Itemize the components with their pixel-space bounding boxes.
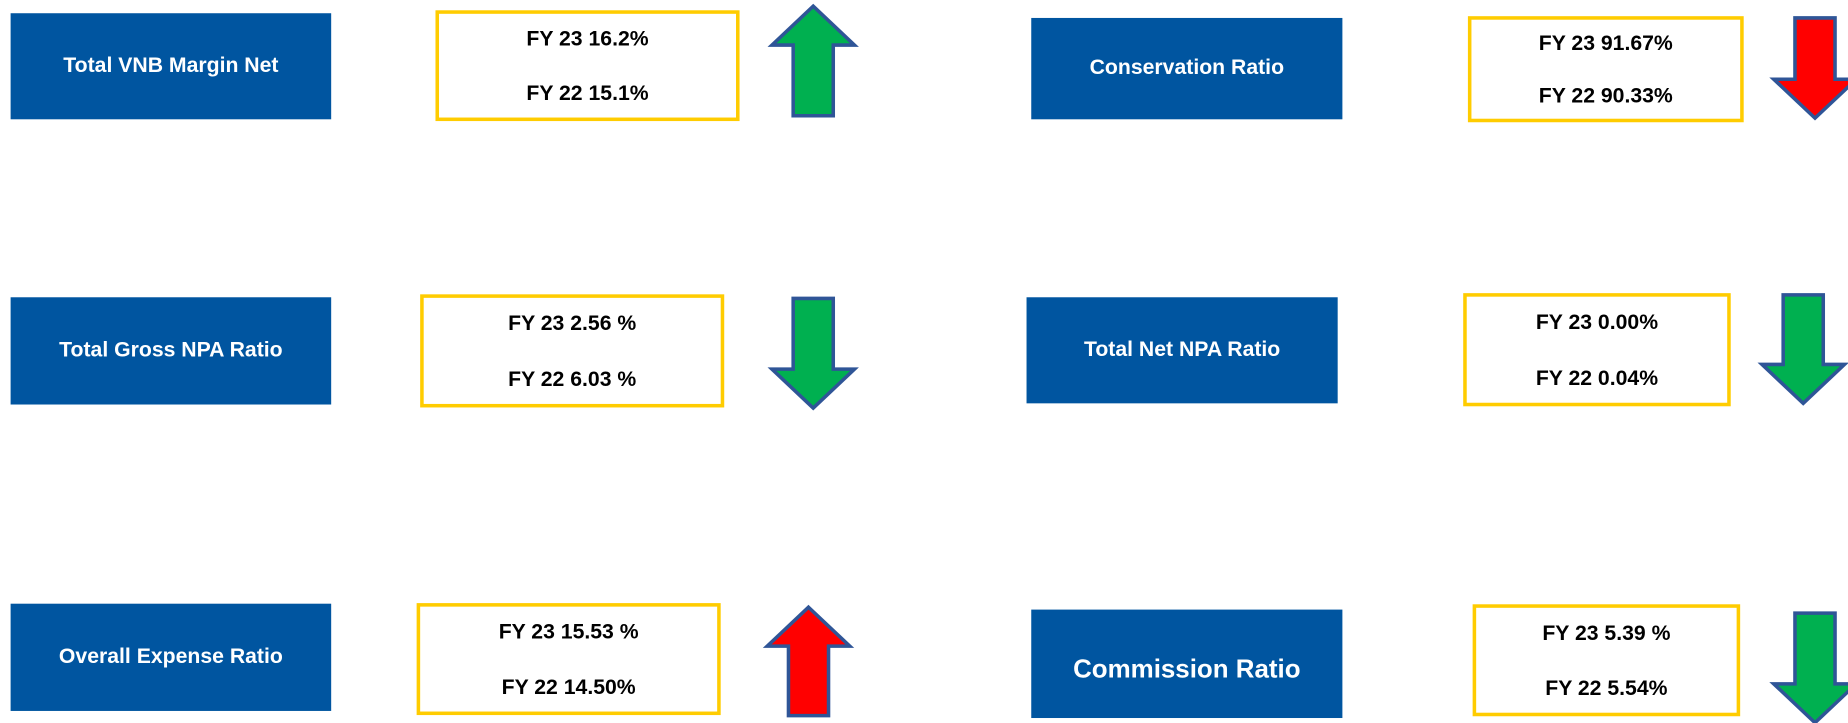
fy22-value: FY 22 15.1% bbox=[526, 82, 648, 105]
fy23-value: FY 23 2.56 % bbox=[508, 312, 636, 335]
fy22-value: FY 22 14.50% bbox=[502, 676, 636, 699]
value-box bbox=[420, 294, 725, 408]
kpi-tile: Conservation Ratio FY 23 91.67% FY 22 90.3… bbox=[1031, 16, 1848, 123]
value-box bbox=[1467, 16, 1744, 123]
trend-arrow-down bbox=[1757, 293, 1848, 406]
fy22-value: FY 22 90.33% bbox=[1539, 85, 1673, 108]
trend-arrow-up bbox=[762, 604, 855, 718]
trend-arrow-down bbox=[1769, 16, 1848, 121]
trend-arrow-up bbox=[767, 3, 859, 118]
metric-label-box bbox=[10, 297, 332, 405]
metric-label: Commission Ratio bbox=[1073, 656, 1300, 684]
kpi-tile: Commission Ratio FY 23 5.39 % FY 22 5.54% bbox=[1031, 604, 1848, 723]
metric-label-box bbox=[1031, 609, 1343, 719]
kpi-tile: Total VNB Margin Net FY 23 16.2% FY 22 15.… bbox=[10, 3, 859, 122]
metric-label: Conservation Ratio bbox=[1090, 56, 1284, 79]
value-box bbox=[435, 10, 740, 122]
kpi-tile: Total Net NPA Ratio FY 23 0.00% FY 22 0.04… bbox=[1026, 293, 1848, 407]
metric-label-box bbox=[1031, 17, 1343, 120]
value-box bbox=[1472, 604, 1741, 717]
fy23-value: FY 23 91.67% bbox=[1539, 32, 1673, 55]
metric-label: Total VNB Margin Net bbox=[63, 54, 278, 77]
fy23-value: FY 23 16.2% bbox=[526, 28, 648, 51]
kpi-tile: Overall Expense Ratio FY 23 15.53 % FY 22 … bbox=[10, 603, 855, 718]
fy22-value: FY 22 5.54% bbox=[1545, 677, 1667, 700]
fy22-value: FY 22 6.03 % bbox=[508, 368, 636, 391]
trend-arrow-down bbox=[767, 296, 859, 411]
trend-arrow-down bbox=[1769, 611, 1848, 723]
metric-label: Overall Expense Ratio bbox=[59, 645, 283, 668]
metric-label-box bbox=[10, 13, 332, 120]
fy23-value: FY 23 15.53 % bbox=[499, 621, 639, 644]
metric-label: Total Gross NPA Ratio bbox=[59, 339, 282, 362]
metric-label: Total Net NPA Ratio bbox=[1084, 338, 1280, 361]
value-box bbox=[1463, 293, 1731, 407]
metric-label-box bbox=[10, 603, 332, 711]
kpi-tile: Total Gross NPA Ratio FY 23 2.56 % FY 22 6… bbox=[10, 294, 859, 411]
fy23-value: FY 23 5.39 % bbox=[1542, 622, 1670, 645]
fy22-value: FY 22 0.04% bbox=[1536, 367, 1658, 390]
metric-label-box bbox=[1026, 297, 1338, 404]
value-box bbox=[416, 603, 721, 716]
fy23-value: FY 23 0.00% bbox=[1536, 311, 1658, 334]
